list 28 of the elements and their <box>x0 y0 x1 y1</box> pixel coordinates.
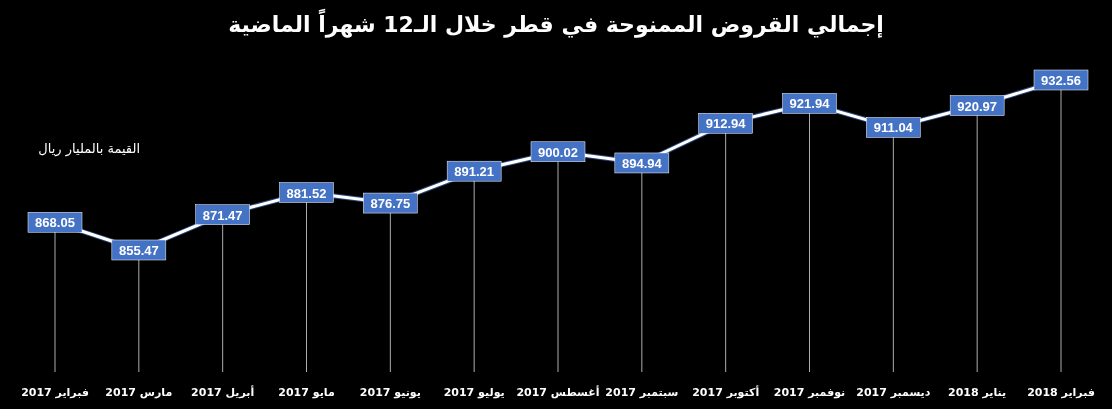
x-tick-label: يونيو 2017 <box>359 386 421 399</box>
x-tick-label: أغسطس 2017 <box>516 385 600 399</box>
data-label: 876.75 <box>370 196 411 212</box>
x-tick-label: فبراير 2017 <box>21 386 89 399</box>
data-label: 900.02 <box>538 144 578 160</box>
x-tick-label: سبتمبر 2017 <box>605 386 679 399</box>
chart-title: إجمالي القروض الممنوحة في قطر خلال الـ12 شهراً الماضية <box>228 8 884 38</box>
x-tick-label: نوفمبر 2017 <box>773 386 846 399</box>
data-label: 920.97 <box>957 98 998 114</box>
data-label: 921.94 <box>789 96 831 112</box>
annotation: القيمة بالمليار ريال <box>38 141 140 157</box>
x-tick-label: يناير 2018 <box>948 386 1007 399</box>
data-label: 912.94 <box>705 116 747 132</box>
x-tick-label: مارس 2017 <box>105 386 173 399</box>
data-label: 881.52 <box>286 185 327 201</box>
data-label: 894.94 <box>621 155 663 171</box>
x-tick-label: ديسمبر 2017 <box>856 386 931 399</box>
data-label: 855.47 <box>118 243 159 258</box>
x-tick-label: مايو 2017 <box>278 386 335 399</box>
x-tick-label: فبراير 2018 <box>1027 386 1095 399</box>
x-tick-label: أكتوبر 2017 <box>692 385 760 399</box>
data-label: 932.56 <box>1041 73 1081 88</box>
data-label: 871.47 <box>202 207 243 223</box>
x-tick-label: أبريل 2017 <box>191 385 255 399</box>
x-tick-label: يوليو 2017 <box>443 386 505 399</box>
data-label: 911.04 <box>873 120 914 136</box>
data-label: 868.05 <box>35 215 75 231</box>
data-label: 891.21 <box>454 164 495 180</box>
